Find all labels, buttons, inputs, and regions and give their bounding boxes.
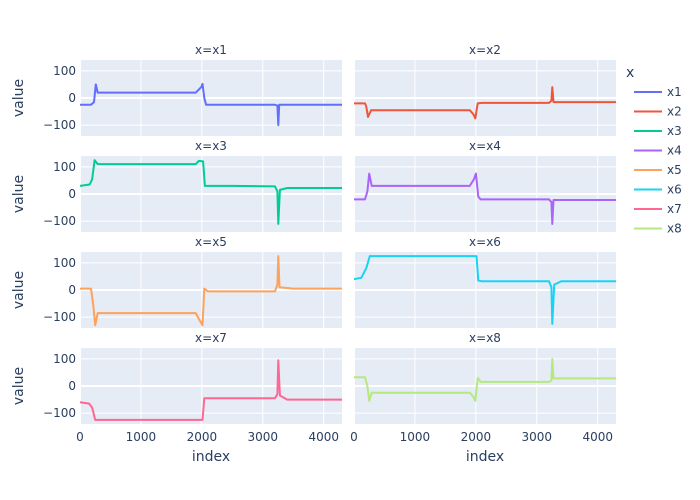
legend-label: x8 xyxy=(667,222,682,236)
legend: x x1 x2 x3 x4 x5 x6 x7 x8 xyxy=(626,65,682,236)
y-tick-label: 0 xyxy=(68,187,76,201)
y-axis-title: value xyxy=(11,79,27,117)
panel-title: x=x6 xyxy=(469,235,501,249)
legend-item-x2[interactable]: x2 xyxy=(634,105,682,119)
subplot-x6: x=x6 xyxy=(353,235,616,328)
y-axis-title: value xyxy=(11,175,27,213)
x-tick-label: 2000 xyxy=(461,430,492,444)
y-axis-title: value xyxy=(11,367,27,405)
series-line-x6 xyxy=(353,255,616,325)
x-axis-title: index xyxy=(192,449,230,465)
series-line-x1 xyxy=(80,82,342,127)
panel-title: x=x4 xyxy=(469,139,501,153)
y-tick-label: −100 xyxy=(43,118,76,132)
legend-label: x5 xyxy=(667,163,682,177)
series-line-x2 xyxy=(354,86,616,120)
y-tick-label: 0 xyxy=(68,91,76,105)
x-tick-label: 2000 xyxy=(187,430,218,444)
subplot-x8: x=x8 0 1000 2000 3000 4000 index xyxy=(350,331,616,465)
legend-label: x3 xyxy=(667,124,682,138)
y-tick-label: 100 xyxy=(53,256,76,270)
y-tick-label: −100 xyxy=(43,214,76,228)
legend-item-x8[interactable]: x8 xyxy=(634,222,682,236)
series-line-x4 xyxy=(354,172,616,225)
legend-item-x3[interactable]: x3 xyxy=(634,124,682,138)
y-tick-label: 100 xyxy=(53,160,76,174)
y-tick-label: −100 xyxy=(43,406,76,420)
y-tick-label: 100 xyxy=(53,352,76,366)
legend-label: x2 xyxy=(667,105,682,119)
series-line-x8 xyxy=(354,357,616,402)
panel-title: x=x3 xyxy=(195,139,227,153)
legend-item-x1[interactable]: x1 xyxy=(634,85,682,99)
subplot-x4: x=x4 xyxy=(353,139,616,232)
panel-title: x=x5 xyxy=(195,235,227,249)
panel-title: x=x7 xyxy=(195,331,227,345)
x-tick-label: 1000 xyxy=(400,430,431,444)
legend-item-x6[interactable]: x6 xyxy=(634,183,682,197)
x-axis-title: index xyxy=(466,449,504,465)
panel-title: x=x2 xyxy=(469,43,501,57)
series-line-x5 xyxy=(80,255,342,327)
x-tick-label: 0 xyxy=(76,430,84,444)
legend-label: x7 xyxy=(667,202,682,216)
legend-label: x6 xyxy=(667,183,682,197)
y-tick-label: −100 xyxy=(43,310,76,324)
legend-item-x4[interactable]: x4 xyxy=(634,144,682,158)
legend-title: x xyxy=(626,65,634,81)
subplot-x1: x=x1 −100 0 100 value xyxy=(11,43,342,136)
x-tick-label: 1000 xyxy=(126,430,157,444)
panel-title: x=x1 xyxy=(195,43,227,57)
subplot-x3: x=x3 −100 0 100 value xyxy=(11,139,342,232)
series-line-x3 xyxy=(79,159,342,225)
panel-title: x=x8 xyxy=(469,331,501,345)
x-tick-label: 3000 xyxy=(522,430,553,444)
y-tick-label: 0 xyxy=(68,379,76,393)
subplot-x5: x=x5 −100 0 100 value xyxy=(11,235,342,328)
x-tick-label: 3000 xyxy=(248,430,279,444)
y-axis-title: value xyxy=(11,271,27,309)
legend-label: x1 xyxy=(667,85,682,99)
series-line-x7 xyxy=(79,359,342,421)
x-tick-label: 0 xyxy=(350,430,358,444)
x-tick-label: 4000 xyxy=(308,430,339,444)
subplot-x2: x=x2 xyxy=(353,43,616,136)
x-tick-label: 4000 xyxy=(582,430,613,444)
legend-item-x5[interactable]: x5 xyxy=(634,163,682,177)
y-tick-label: 0 xyxy=(68,283,76,297)
legend-item-x7[interactable]: x7 xyxy=(634,202,682,216)
y-tick-label: 100 xyxy=(53,64,76,78)
legend-label: x4 xyxy=(667,144,682,158)
